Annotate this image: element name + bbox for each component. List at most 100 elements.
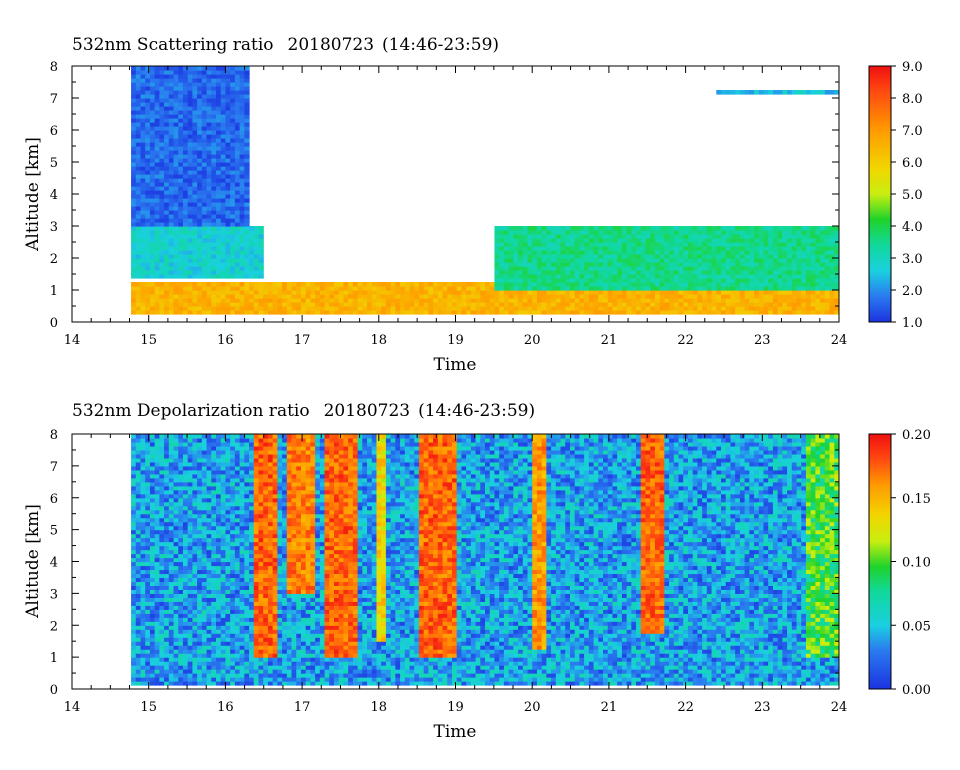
heatmap-cell (182, 222, 189, 227)
heatmap-cell (168, 230, 175, 235)
heatmap-cell (272, 306, 278, 311)
heatmap-cell (159, 625, 165, 630)
heatmap-cell (626, 306, 632, 311)
heatmap-cell (140, 214, 146, 219)
heatmap-cell (211, 154, 217, 159)
heatmap-cell (607, 274, 614, 279)
heatmap-cell (182, 134, 189, 139)
heatmap-cell (168, 649, 175, 654)
heatmap-cell (598, 298, 604, 303)
heatmap-cell (173, 194, 179, 199)
heatmap-cell (834, 250, 839, 255)
heatmap-cell (131, 158, 137, 163)
heatmap-cell (178, 254, 184, 259)
heatmap-cell (140, 154, 146, 159)
heatmap-cell (168, 238, 175, 243)
heatmap-cell (187, 517, 194, 523)
heatmap-cell (234, 266, 241, 271)
heatmap-cell (192, 629, 198, 634)
heatmap-cell (168, 493, 175, 499)
heatmap-cell (541, 226, 547, 231)
heatmap-cell (447, 290, 453, 295)
heatmap-cell (754, 242, 760, 247)
heatmap-cell (735, 310, 741, 315)
heatmap-cell (220, 74, 227, 79)
heatmap-cell (145, 106, 151, 111)
heatmap-cell (230, 206, 236, 211)
heatmap-cell (796, 290, 802, 295)
heatmap-cell (475, 290, 481, 295)
heatmap-cell (220, 310, 227, 315)
heatmap-cell (206, 609, 212, 614)
heatmap-cell (149, 529, 156, 535)
heatmap-cell (131, 493, 137, 499)
heatmap-cell (787, 278, 793, 283)
heatmap-cell (178, 90, 184, 95)
heatmap-cell (211, 110, 217, 115)
heatmap-cell (461, 286, 467, 291)
heatmap-cell (584, 306, 590, 311)
heatmap-cell (711, 258, 717, 263)
heatmap-cell (182, 90, 189, 95)
heatmap-cell (772, 230, 779, 235)
heatmap-cell (149, 310, 156, 315)
heatmap-cell (244, 118, 250, 123)
heatmap-cell (206, 194, 212, 199)
heatmap-cell (168, 138, 175, 143)
heatmap-cell (499, 286, 505, 291)
heatmap-cell (140, 190, 146, 195)
heatmap-cell (216, 465, 222, 471)
heatmap-cell (164, 653, 170, 658)
heatmap-cell (149, 629, 156, 634)
heatmap-cell (159, 230, 165, 235)
heatmap-cell (159, 533, 165, 539)
heatmap-cell (791, 230, 798, 235)
heatmap-cell (669, 306, 675, 311)
heatmap-cell (159, 569, 165, 575)
heatmap-cell (149, 481, 156, 487)
heatmap-cell (239, 174, 245, 179)
heatmap-cell (645, 258, 651, 263)
heatmap-cell (555, 290, 562, 295)
heatmap-cell (178, 585, 184, 590)
heatmap-cell (187, 106, 194, 111)
heatmap-cell (617, 306, 623, 311)
heatmap-cell (654, 226, 661, 231)
heatmap-cell (145, 477, 151, 483)
heatmap-cell (154, 234, 160, 239)
heatmap-cell (135, 601, 142, 606)
heatmap-cell (211, 210, 217, 215)
heatmap-cell (182, 549, 189, 555)
heatmap-cell (140, 150, 146, 155)
heatmap-cell (178, 230, 184, 235)
heatmap-cell (178, 210, 184, 215)
heatmap-cell (168, 573, 175, 579)
heatmap-cell (244, 186, 250, 191)
heatmap-cell (145, 234, 151, 239)
heatmap-cell (140, 621, 146, 626)
heatmap-cell (164, 78, 170, 83)
heatmap-cell (149, 457, 156, 463)
heatmap-cell (201, 537, 208, 543)
heatmap-cell (763, 266, 769, 271)
colorbar-tick-label: 2.0 (902, 284, 923, 299)
heatmap-cell (673, 298, 680, 303)
heatmap-cell (607, 302, 614, 307)
heatmap-cell (234, 166, 241, 171)
heatmap-cell (310, 294, 316, 299)
heatmap-cell (659, 246, 665, 251)
heatmap-cell (192, 637, 198, 642)
heatmap-cell (234, 154, 241, 159)
heatmap-cell (201, 645, 208, 650)
heatmap-cell (456, 294, 463, 299)
heatmap-cell (249, 230, 255, 235)
heatmap-cell (206, 218, 212, 223)
heatmap-cell (187, 441, 194, 447)
heatmap-cell (211, 246, 217, 251)
heatmap-cell (187, 465, 194, 471)
heatmap-cell (173, 669, 179, 674)
heatmap-cell (574, 302, 581, 307)
heatmap-cell (782, 246, 788, 251)
heatmap-cell (810, 226, 816, 231)
